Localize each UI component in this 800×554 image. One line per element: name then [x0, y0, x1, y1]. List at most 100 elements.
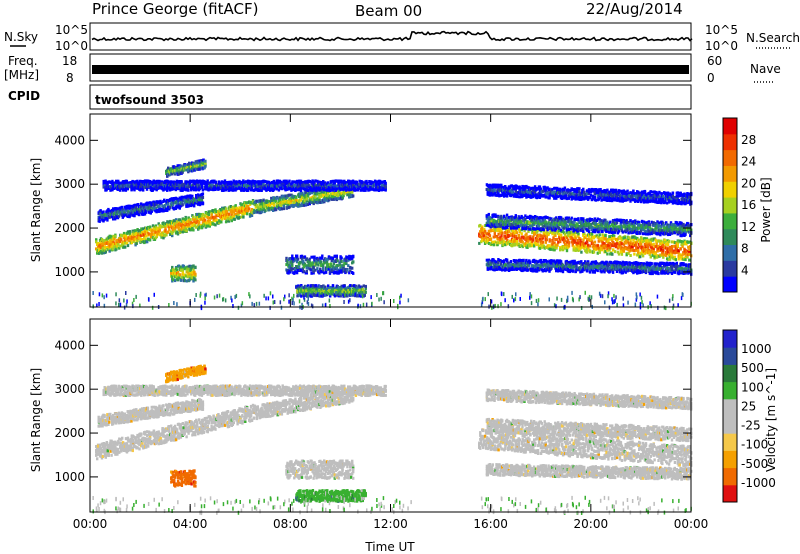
echo-cell [189, 218, 192, 222]
echo-cell [146, 230, 149, 234]
echo-cell [151, 228, 155, 232]
echo-cell [492, 243, 495, 247]
echo-cell [241, 212, 244, 216]
echo-cell [117, 242, 120, 246]
echo-cell [108, 249, 111, 253]
echo-cell [148, 238, 152, 242]
echo-cell [180, 227, 183, 231]
echo-cell [172, 225, 175, 229]
echo-cell [384, 181, 387, 185]
echo-cell [227, 212, 231, 216]
echo-cell [178, 218, 182, 222]
echo-cell [244, 211, 247, 215]
echo-cell [201, 224, 205, 228]
echo-cell [148, 225, 152, 229]
echo-cell [289, 201, 292, 205]
echo-cell [203, 214, 207, 218]
echo-cell [215, 214, 218, 218]
echo-cell [101, 244, 105, 248]
echo-cell [363, 294, 366, 297]
echo-cell [306, 194, 310, 198]
echo-cell [228, 217, 232, 221]
echo-cell [214, 208, 217, 212]
echo-cell [314, 196, 317, 200]
echo-cell [197, 220, 201, 224]
echo-cell [300, 202, 304, 206]
echo-cell [206, 221, 209, 225]
echo-cell [154, 224, 158, 228]
echo-cell [101, 242, 105, 246]
echo-cell [324, 270, 328, 274]
echo-cell [182, 220, 185, 224]
power-data [92, 158, 693, 311]
echo-cell [144, 230, 147, 234]
echo-cell [142, 188, 145, 192]
echo-cell [183, 229, 186, 233]
echo-cell [171, 233, 174, 237]
echo-cell [282, 207, 285, 211]
echo-cell [272, 198, 275, 202]
echo-cell [257, 200, 260, 204]
echo-cell [149, 235, 153, 239]
echo-cell [288, 179, 291, 183]
echo-cell [544, 240, 547, 244]
echo-cell [515, 231, 519, 235]
echo-cell [128, 232, 132, 236]
echo-cell [173, 223, 177, 227]
echo-cell [151, 224, 155, 228]
echo-cell [173, 220, 177, 224]
cpid-strip: CPID twofsound 3503 [8, 84, 692, 110]
echo-cell [237, 213, 240, 217]
echo-cell [104, 246, 107, 250]
nsearch-label: N.Search [746, 31, 800, 45]
echo-cell [106, 218, 109, 222]
echo-cell [483, 229, 487, 233]
header: Prince George (fitACF) Beam 00 22/Aug/20… [92, 0, 683, 20]
nsearch-tick-top: 10^5 [705, 23, 738, 37]
echo-cell [138, 213, 141, 217]
echo-cell [340, 256, 343, 260]
echo-cell [275, 196, 279, 200]
echo-cell [302, 193, 306, 197]
echo-cell [592, 250, 596, 254]
echo-cell [304, 202, 308, 206]
echo-cell [139, 231, 142, 235]
echo-cell [278, 199, 282, 203]
echo-cell [165, 233, 168, 236]
echo-cell [116, 238, 119, 242]
echo-cell [143, 237, 146, 241]
echo-cell [351, 266, 354, 270]
echo-cell [112, 234, 115, 238]
echo-cell [598, 233, 601, 237]
echo-cell [588, 249, 592, 253]
echo-cell [202, 216, 206, 220]
echo-cell [565, 249, 569, 253]
echo-cell [194, 272, 197, 276]
echo-cell [312, 202, 315, 206]
echo-cell [233, 206, 236, 210]
echo-cell [231, 216, 234, 219]
echo-cell [108, 245, 111, 249]
echo-cell [292, 201, 295, 204]
echo-cell [179, 278, 183, 282]
echo-cell [300, 204, 304, 207]
echo-cell [195, 225, 198, 229]
echo-cell [281, 197, 285, 201]
echo-cell [238, 206, 241, 210]
echo-cell [112, 240, 115, 244]
echo-cell [131, 229, 134, 233]
echo-cell [229, 205, 233, 208]
echo-cell [96, 242, 100, 246]
echo-cell [364, 290, 367, 294]
echo-cell [305, 269, 308, 273]
echo-cell [248, 202, 252, 206]
echo-cell [169, 233, 172, 236]
echo-cell [318, 197, 321, 200]
echo-cell [204, 221, 208, 225]
echo-cell [122, 234, 126, 238]
nave-tick-top: 60 [707, 54, 722, 68]
echo-cell [520, 232, 523, 236]
echo-cell [346, 268, 349, 272]
echo-cell [207, 216, 210, 220]
